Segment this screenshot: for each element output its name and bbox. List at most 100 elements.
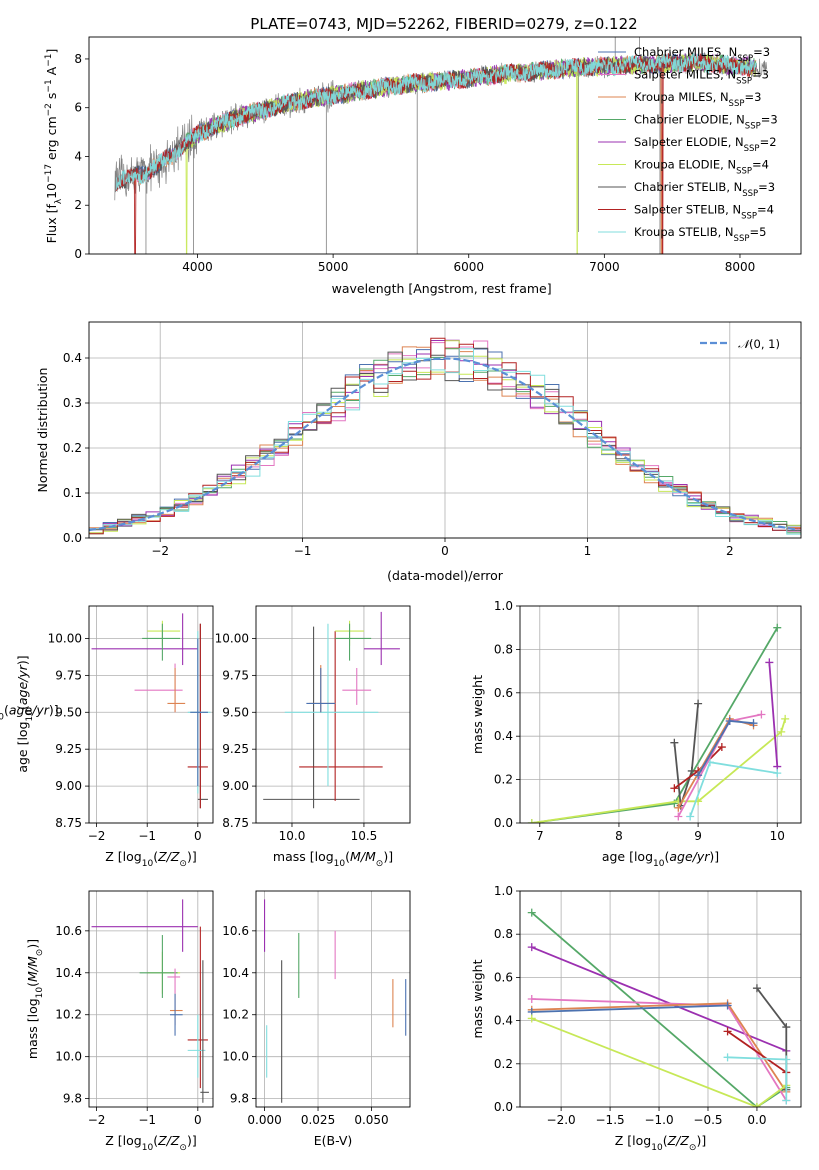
spectrum-y-label-part: −2 — [44, 103, 54, 116]
legend-entry-part: SSP — [744, 144, 760, 154]
legend-entry-part: =3 — [752, 68, 769, 82]
plot-area — [527, 623, 790, 823]
x-tick-label: 7 — [536, 829, 544, 843]
panel-x-label-part: ( — [153, 1133, 158, 1148]
legend-entry: Kroupa STELIB, NSSP=5 — [634, 225, 766, 244]
y-tick-label: 10.0 — [222, 1050, 249, 1064]
panel-x-label: mass [log10(M/M⊙)] — [273, 849, 393, 869]
figure-title: PLATE=0743, MJD=52262, FIBERID=0279, z=0… — [250, 15, 637, 33]
legend-entry: Kroupa ELODIE, NSSP=4 — [634, 158, 769, 177]
legend-entry: Chabrier MILES, NSSP=3 — [634, 45, 770, 64]
legend-entry-part: =3 — [758, 180, 775, 194]
y-tick-label: 9.8 — [63, 1092, 82, 1106]
legend-entry: 𝒩(0, 1) — [738, 337, 780, 351]
massweight-marker — [777, 727, 786, 736]
y-tick-label: 10.4 — [222, 966, 249, 980]
mw-y-label: mass weight — [470, 675, 485, 754]
axes-frame — [88, 321, 802, 539]
legend-entry-part: Chabrier ELODIE, N — [634, 113, 745, 127]
panel-x-label-part: ⊙ — [179, 1143, 187, 1153]
massweight-marker — [686, 812, 695, 821]
mass-vs-ebv-panel: 0.000 0.025 0.050 9.8 10.0 10.2 10.4 10.6 E(B-V) — [222, 890, 411, 1148]
legend-entry-part: =5 — [749, 225, 766, 239]
y-tick-label: 10.4 — [55, 966, 82, 980]
x-tick-label: −1 — [294, 544, 312, 558]
panel-x-label: Z [log10(Z/Z⊙)] — [105, 1133, 196, 1153]
y-tick-label: 0.6 — [494, 686, 513, 700]
x-tick-label: 10.5 — [351, 829, 378, 843]
panel-x-label-part: M/M — [350, 849, 376, 864]
panel-x-label-part: ( — [153, 849, 158, 864]
y-tick-label: 0.8 — [494, 927, 513, 941]
y-tick-label: 6 — [74, 101, 82, 115]
x-tick-label: 0.050 — [354, 1113, 388, 1127]
x-tick-label: −1 — [138, 829, 156, 843]
massweight-marker — [527, 943, 536, 952]
x-tick-label: −1 — [138, 1113, 156, 1127]
y-tick-label: 10.00 — [48, 631, 82, 645]
legend-entry-part: Salpeter ELODIE, N — [634, 135, 744, 149]
spectrum-panel: 4000 5000 6000 7000 8000 0 2 4 6 8 wavelength [Ang… — [44, 36, 802, 296]
axes-frame — [519, 890, 802, 1108]
massweight-marker — [773, 623, 782, 632]
x-tick-label: 2 — [726, 544, 734, 558]
mw-x-label-part: ⊙ — [689, 1143, 697, 1153]
legend-entry-part: Salpeter MILES, N — [634, 68, 736, 82]
age-vs-Z-y-label-part: age/yr — [15, 664, 30, 705]
y-tick-label: 8.75 — [222, 816, 249, 830]
age-vs-mass-panel: 10.0 10.5 8.75 9.00 9.25 9.50 9.75 10.00 mass [l… — [215, 605, 411, 869]
massweight-marker — [782, 1055, 791, 1064]
massweight-marker — [723, 1001, 732, 1010]
plot-area — [91, 613, 211, 809]
legend-entry-part: SSP — [734, 234, 750, 244]
spectrum-y-label-part: −1 — [44, 54, 54, 67]
plot-area — [114, 37, 768, 254]
massweight-line — [531, 627, 779, 823]
mw-x-label-part: age [log — [602, 849, 653, 864]
massweight-marker — [694, 771, 703, 780]
spectrum-y-label-part: −1 — [44, 79, 54, 92]
legend-entry: Salpeter ELODIE, NSSP=2 — [634, 135, 777, 154]
y-tick-label: 0.4 — [494, 729, 513, 743]
massweight-marker — [527, 908, 536, 917]
age-vs-Z-y-label-part: age [log — [15, 721, 30, 772]
mass-vs-Z-y-label-part: ( — [25, 982, 40, 987]
y-tick-label: 0.3 — [63, 396, 82, 410]
mass-vs-Z-y-label-part: mass [log — [25, 998, 40, 1059]
plot-area — [89, 337, 801, 537]
spectrum-model-line — [115, 51, 757, 190]
y-tick-label: 10.0 — [55, 1050, 82, 1064]
massweight-marker — [527, 819, 536, 823]
normal-curve — [89, 357, 799, 532]
panel-x-label-part: ⊙ — [376, 859, 384, 869]
massweight-marker — [765, 658, 774, 667]
mw-x-label-part: Z [log — [615, 1133, 651, 1148]
residual-histogram — [89, 348, 801, 537]
mass-vs-Z-y-label-part: ⊙ — [35, 949, 45, 957]
mass-vs-metallicity-panel: −2 −1 09.810.010.210.410.6Z [log10(Z/Z⊙)]m… — [25, 890, 214, 1153]
x-tick-label: −2.0 — [547, 1113, 576, 1127]
y-tick-label: 0.0 — [494, 1100, 513, 1114]
legend-entry: Chabrier ELODIE, NSSP=3 — [634, 113, 778, 132]
x-tick-label: 0 — [194, 1113, 202, 1127]
y-tick-label: 9.00 — [222, 779, 249, 793]
spectrum-y-label-part: Flux [f — [44, 204, 59, 244]
panel-y-label-part: )] — [49, 703, 59, 718]
spectrum-y-label-part: erg cm — [44, 116, 59, 164]
x-tick-label: 10 — [770, 829, 785, 843]
panel-y-label-part: age/yr — [9, 703, 50, 718]
age-vs-Z-y-label: age [log10(age/yr)] — [15, 655, 35, 772]
x-tick-label: 6000 — [453, 260, 484, 274]
spectrum-model-line — [115, 51, 757, 190]
legend-entry: Kroupa MILES, NSSP=3 — [634, 90, 761, 109]
age-vs-Z-y-label-part: )] — [15, 655, 30, 665]
y-tick-label: 9.50 — [55, 705, 82, 719]
x-tick-label: −1.0 — [644, 1113, 673, 1127]
plot-area — [527, 908, 791, 1107]
panel-x-label: Z [log10(Z/Z⊙)] — [105, 849, 196, 869]
legend-entry-part: =4 — [752, 158, 769, 172]
legend-entry-part: SSP — [736, 77, 752, 87]
panel-x-label-part: )] — [187, 1133, 197, 1148]
